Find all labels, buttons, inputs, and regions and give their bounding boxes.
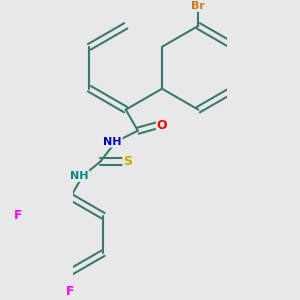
Text: Br: Br (191, 1, 205, 11)
Text: O: O (157, 119, 167, 132)
Text: F: F (66, 285, 75, 298)
Text: F: F (14, 209, 22, 222)
Text: S: S (123, 155, 132, 168)
Text: NH: NH (70, 171, 89, 181)
Text: NH: NH (103, 137, 122, 147)
